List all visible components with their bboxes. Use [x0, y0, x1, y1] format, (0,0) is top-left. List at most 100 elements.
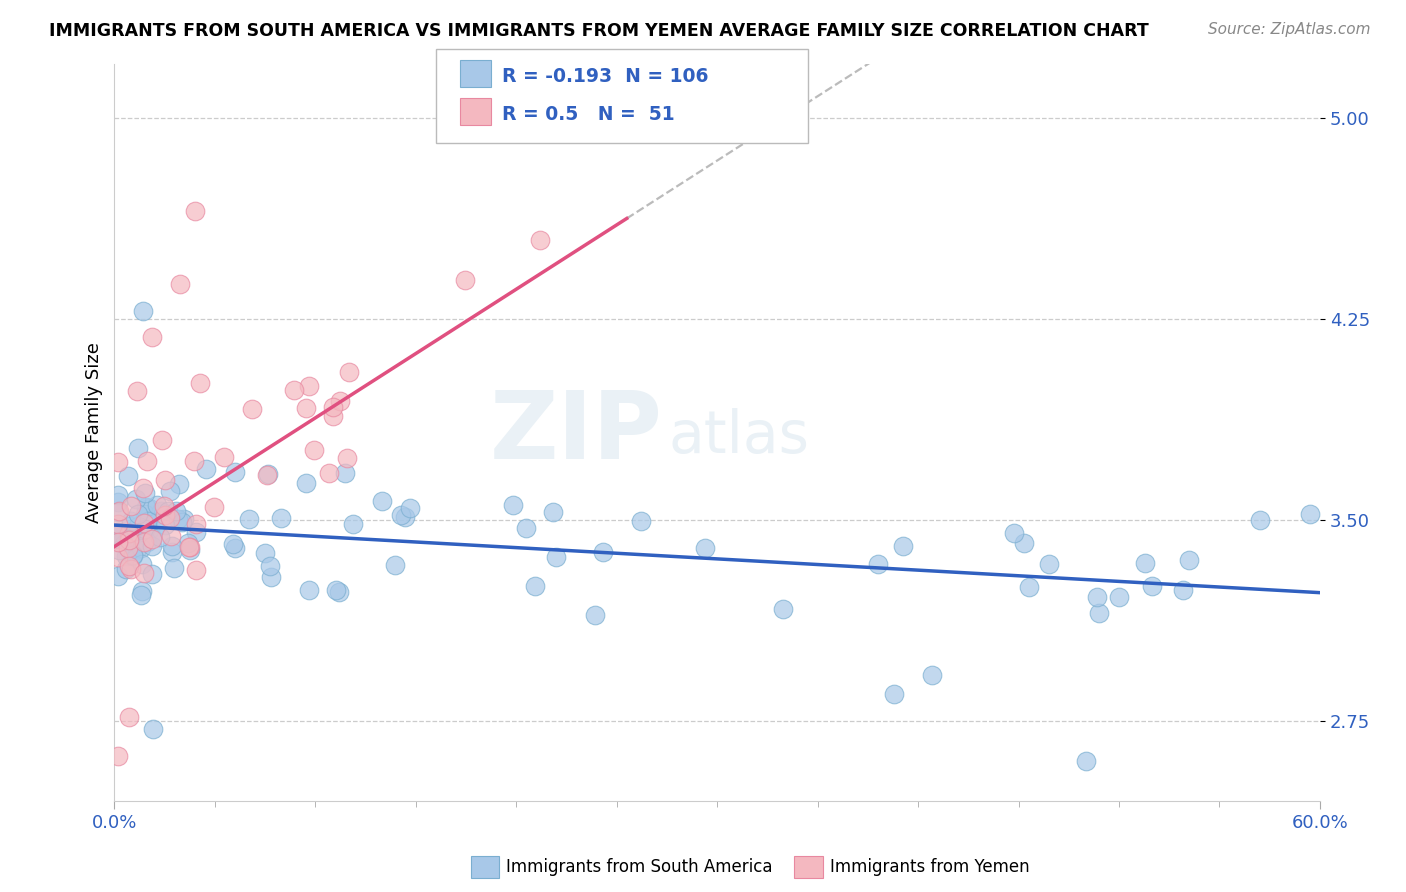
Point — [131, 588, 153, 602]
Point — [112, 537, 135, 551]
Point — [159, 511, 181, 525]
Point — [117, 469, 139, 483]
Point — [127, 518, 149, 533]
Point — [125, 492, 148, 507]
Point — [107, 748, 129, 763]
Point — [107, 528, 129, 542]
Text: atlas: atlas — [669, 408, 810, 465]
Point — [1108, 591, 1130, 605]
Point — [224, 465, 246, 479]
Point — [328, 585, 350, 599]
Point — [159, 484, 181, 499]
Point — [127, 507, 149, 521]
Point — [302, 442, 325, 457]
Point — [212, 450, 235, 464]
Point — [515, 521, 537, 535]
Point — [141, 330, 163, 344]
Point — [298, 582, 321, 597]
Point — [142, 722, 165, 736]
Point — [238, 512, 260, 526]
Point — [592, 545, 614, 559]
Point — [120, 515, 142, 529]
Point — [153, 500, 176, 514]
Point — [157, 504, 180, 518]
Point — [370, 494, 392, 508]
Point — [107, 455, 129, 469]
Point — [120, 562, 142, 576]
Text: R = -0.193  N = 106: R = -0.193 N = 106 — [502, 67, 709, 86]
Text: Immigrants from South America: Immigrants from South America — [506, 858, 773, 876]
Point — [143, 515, 166, 529]
Point — [1140, 579, 1163, 593]
Point — [127, 541, 149, 556]
Point — [153, 517, 176, 532]
Point — [1085, 590, 1108, 604]
Point — [146, 498, 169, 512]
Point — [1088, 606, 1111, 620]
Point — [190, 376, 212, 390]
Text: Immigrants from Yemen: Immigrants from Yemen — [830, 858, 1029, 876]
Point — [318, 466, 340, 480]
Point — [389, 508, 412, 522]
Point — [184, 517, 207, 532]
Point — [179, 540, 201, 554]
Point — [337, 365, 360, 379]
Point — [120, 499, 142, 513]
Point — [118, 533, 141, 548]
Point — [117, 541, 139, 555]
Point — [107, 535, 129, 549]
Point — [153, 508, 176, 522]
Point — [108, 504, 131, 518]
Point — [128, 441, 150, 455]
Point — [107, 495, 129, 509]
Point — [118, 709, 141, 723]
Point — [121, 531, 143, 545]
Point — [167, 476, 190, 491]
Point — [135, 500, 157, 515]
Point — [129, 541, 152, 555]
Point — [866, 557, 889, 571]
Point — [335, 467, 357, 481]
Text: R = 0.5   N =  51: R = 0.5 N = 51 — [502, 105, 675, 124]
Point — [256, 467, 278, 481]
Point — [115, 549, 138, 563]
Point — [260, 570, 283, 584]
Point — [630, 514, 652, 528]
Point — [253, 546, 276, 560]
Point — [1002, 526, 1025, 541]
Point — [1018, 580, 1040, 594]
Point — [148, 531, 170, 545]
Point — [184, 564, 207, 578]
Point — [107, 525, 129, 540]
Point — [322, 400, 344, 414]
Point — [1074, 754, 1097, 768]
Point — [523, 579, 546, 593]
Point — [394, 510, 416, 524]
Point — [107, 517, 129, 532]
Point — [169, 277, 191, 291]
Point — [108, 543, 131, 558]
Point — [224, 541, 246, 556]
Point — [179, 543, 201, 558]
Point — [115, 562, 138, 576]
Point — [541, 505, 564, 519]
Point — [893, 539, 915, 553]
Point — [141, 566, 163, 581]
Point — [160, 545, 183, 559]
Point — [336, 451, 359, 466]
Point — [453, 273, 475, 287]
Point — [329, 394, 352, 409]
Point — [1178, 553, 1201, 567]
Y-axis label: Average Family Size: Average Family Size — [86, 343, 103, 523]
Point — [107, 505, 129, 519]
Point — [107, 488, 129, 502]
Point — [1038, 557, 1060, 571]
Point — [132, 303, 155, 318]
Point — [153, 473, 176, 487]
Point — [544, 549, 567, 564]
Point — [259, 559, 281, 574]
Point — [166, 504, 188, 518]
Point — [1249, 513, 1271, 527]
Point — [132, 566, 155, 580]
Point — [194, 462, 217, 476]
